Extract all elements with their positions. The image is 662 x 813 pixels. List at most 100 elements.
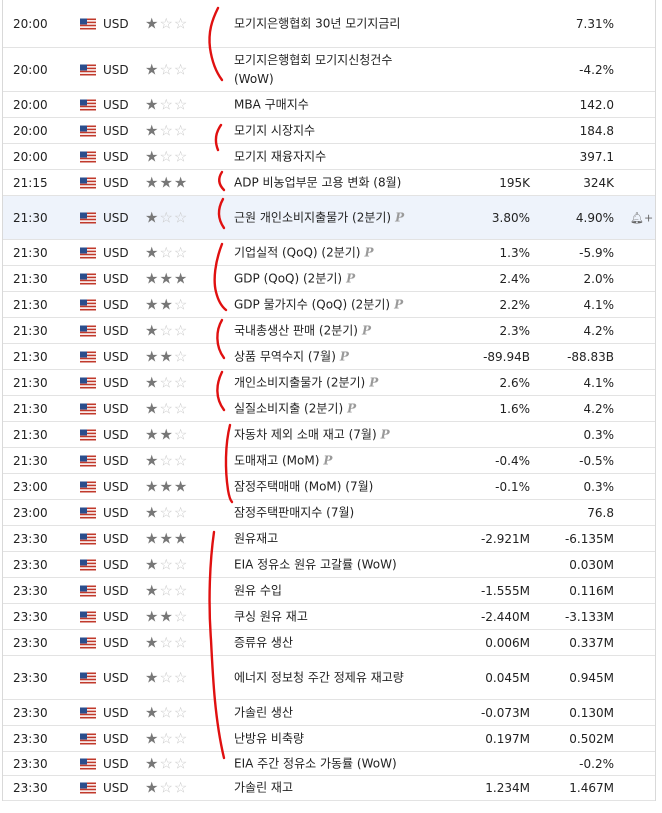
event-name[interactable]: 국내총생산 판매 (2분기) [234,323,358,337]
importance-stars: ★☆☆ [145,505,188,520]
event-name-link[interactable]: 실질소비지출 (2분기) P [234,399,424,418]
table-row[interactable]: 21:30 USD ★☆☆ 도매재고 (MoM) P -0.4% -0.5% [2,448,656,474]
actual-value: 195K [499,175,530,190]
table-row[interactable]: 20:00 USD ★☆☆ 모기지은행협회 30년 모기지금리 7.31% [2,0,656,48]
event-name-link[interactable]: 모기지 시장지수 [234,121,424,140]
event-name[interactable]: 기업실적 (QoQ) (2분기) [234,245,361,259]
table-row[interactable]: 23:30 USD ★☆☆ 증류유 생산 0.006M 0.337M [2,630,656,656]
event-name[interactable]: 증류유 생산 [234,635,294,649]
event-name[interactable]: 모기지은행협회 30년 모기지금리 [234,16,401,30]
event-name-link[interactable]: EIA 주간 정유소 가동률 (WoW) [234,754,424,773]
event-name-link[interactable]: 가솔린 생산 [234,703,424,722]
event-name[interactable]: 실질소비지출 (2분기) [234,401,344,415]
star-empty-icon: ☆ [173,347,189,365]
event-name-link[interactable]: 도매재고 (MoM) P [234,451,424,470]
star-empty-icon: ☆ [173,121,189,139]
star-filled-icon: ★ [159,477,174,495]
star-empty-icon: ☆ [159,95,174,113]
event-name-link[interactable]: 에너지 정보청 주간 정제유 재고량 [234,668,424,687]
currency-code: USD [103,705,129,720]
event-name[interactable]: 에너지 정보청 주간 정제유 재고량 [234,670,404,684]
star-empty-icon: ☆ [159,451,174,469]
table-row[interactable]: 21:30 USD ★★★ GDP (QoQ) (2분기) P 2.4% 2.0% [2,266,656,292]
event-name[interactable]: 모기지 시장지수 [234,123,316,137]
table-row[interactable]: 23:30 USD ★★☆ 쿠싱 원유 재고 -2.440M -3.133M [2,604,656,630]
event-name[interactable]: 원유재고 [234,531,279,545]
us-flag-icon [80,18,96,29]
table-row[interactable]: 21:30 USD ★★☆ GDP 물가지수 (QoQ) (2분기) P 2.2% 4.1% [2,292,656,318]
table-row[interactable]: 23:30 USD ★☆☆ 원유 수입 -1.555M 0.116M [2,578,656,604]
table-row[interactable]: 20:00 USD ★☆☆ 모기지 재융자지수 397.1 [2,144,656,170]
event-name-link[interactable]: 기업실적 (QoQ) (2분기) P [234,243,424,262]
table-row[interactable]: 21:30 USD ★☆☆ 근원 개인소비지출물가 (2분기) P 3.80% 4.90% 🔔… [2,196,656,240]
event-name[interactable]: 근원 개인소비지출물가 (2분기) [234,210,392,224]
event-name-link[interactable]: 자동차 제외 소매 재고 (7월) P [234,425,424,444]
event-name[interactable]: 가솔린 생산 [234,705,294,719]
event-name[interactable]: 원유 수입 [234,583,282,597]
event-name[interactable]: GDP 물가지수 (QoQ) (2분기) [234,297,391,311]
table-row[interactable]: 23:00 USD ★☆☆ 잠정주택판매지수 (7월) 76.8 [2,500,656,526]
table-row[interactable]: 21:30 USD ★★☆ 상품 무역수지 (7월) P -89.94B -88.83B [2,344,656,370]
event-name[interactable]: EIA 주간 정유소 가동률 (WoW) [234,756,397,770]
table-row[interactable]: 23:30 USD ★☆☆ 난방유 비축량 0.197M 0.502M [2,726,656,752]
table-row[interactable]: 23:30 USD ★☆☆ EIA 정유소 원유 고갈률 (WoW) 0.030M [2,552,656,578]
event-name-link[interactable]: 증류유 생산 [234,633,424,652]
event-name[interactable]: 개인소비지출물가 (2분기) [234,375,366,389]
table-row[interactable]: 21:30 USD ★☆☆ 개인소비지출물가 (2분기) P 2.6% 4.1% [2,370,656,396]
event-name[interactable]: 난방유 비축량 [234,731,305,745]
add-alert-bell-icon[interactable]: 🔔︎+ [630,211,654,224]
event-name[interactable]: MBA 구매지수 [234,97,309,111]
event-name-link[interactable]: GDP (QoQ) (2분기) P [234,269,424,288]
table-row[interactable]: 20:00 USD ★☆☆ 모기지은행협회 모기지신청건수 (WoW) -4.2% [2,48,656,92]
event-name[interactable]: 가솔린 재고 [234,780,294,795]
table-row[interactable]: 20:00 USD ★☆☆ 모기지 시장지수 184.8 [2,118,656,144]
event-name[interactable]: 상품 무역수지 (7월) [234,349,336,363]
event-name-link[interactable]: 모기지은행협회 모기지신청건수 (WoW) [234,51,424,89]
us-flag-icon [80,64,96,75]
table-row[interactable]: 23:30 USD ★☆☆ 가솔린 재고 1.234M 1.467M [2,776,656,801]
event-name-link[interactable]: MBA 구매지수 [234,95,424,114]
table-row[interactable]: 23:30 USD ★☆☆ 에너지 정보청 주간 정제유 재고량 0.045M 0.945… [2,656,656,700]
event-name-link[interactable]: 난방유 비축량 [234,729,424,748]
event-name-link[interactable]: 모기지 재융자지수 [234,147,424,166]
event-name-link[interactable]: 잠정주택판매지수 (7월) [234,503,424,522]
table-row[interactable]: 23:30 USD ★☆☆ EIA 주간 정유소 가동률 (WoW) -0.2% [2,752,656,776]
event-name[interactable]: 잠정주택판매지수 (7월) [234,505,355,519]
table-row[interactable]: 21:30 USD ★☆☆ 기업실적 (QoQ) (2분기) P 1.3% -5.9% [2,240,656,266]
event-name[interactable]: 잠정주택매매 (MoM) (7월) [234,479,374,493]
event-name-link[interactable]: 쿠싱 원유 재고 [234,607,424,626]
event-name[interactable]: 자동차 제외 소매 재고 (7월) [234,427,377,441]
event-name-link[interactable]: 원유재고 [234,529,424,548]
event-name[interactable]: 모기지은행협회 모기지신청건수 (WoW) [234,52,393,86]
star-empty-icon: ☆ [159,503,174,521]
event-name-link[interactable]: EIA 정유소 원유 고갈률 (WoW) [234,555,424,574]
event-name[interactable]: GDP (QoQ) (2분기) [234,271,343,285]
table-row[interactable]: 21:15 USD ★★★ ADP 비농업부문 고용 변화 (8월) 195K 324K [2,170,656,196]
star-empty-icon: ☆ [173,208,189,226]
event-name-link[interactable]: 모기지은행협회 30년 모기지금리 [234,14,424,33]
event-name[interactable]: 쿠싱 원유 재고 [234,609,308,623]
event-name-link[interactable]: GDP 물가지수 (QoQ) (2분기) P [234,295,424,314]
table-row[interactable]: 21:30 USD ★☆☆ 국내총생산 판매 (2분기) P 2.3% 4.2% [2,318,656,344]
table-row[interactable]: 23:30 USD ★☆☆ 가솔린 생산 -0.073M 0.130M [2,700,656,726]
event-name[interactable]: 모기지 재융자지수 [234,149,327,163]
event-name[interactable]: ADP 비농업부문 고용 변화 (8월) [234,175,402,189]
event-name[interactable]: 도매재고 (MoM) [234,453,320,467]
event-name-link[interactable]: ADP 비농업부문 고용 변화 (8월) [234,173,424,192]
table-row[interactable]: 21:30 USD ★☆☆ 실질소비지출 (2분기) P 1.6% 4.2% [2,396,656,422]
event-time: 20:00 [13,149,48,164]
event-name-link[interactable]: 잠정주택매매 (MoM) (7월) [234,477,424,496]
event-name-link[interactable]: 국내총생산 판매 (2분기) P [234,321,424,340]
event-name-link[interactable]: 근원 개인소비지출물가 (2분기) P [234,208,424,227]
event-name-link[interactable]: 상품 무역수지 (7월) P [234,347,424,366]
event-name-link[interactable]: 원유 수입 [234,581,424,600]
event-time: 23:30 [13,756,48,771]
event-name[interactable]: EIA 정유소 원유 고갈률 (WoW) [234,557,397,571]
table-row[interactable]: 20:00 USD ★☆☆ MBA 구매지수 142.0 [2,92,656,118]
table-row[interactable]: 21:30 USD ★★☆ 자동차 제외 소매 재고 (7월) P 0.3% [2,422,656,448]
event-name-link[interactable]: 가솔린 재고 [234,779,424,798]
previous-value: 7.31% [575,16,614,31]
table-row[interactable]: 23:00 USD ★★★ 잠정주택매매 (MoM) (7월) -0.1% 0.3% [2,474,656,500]
event-name-link[interactable]: 개인소비지출물가 (2분기) P [234,373,424,392]
table-row[interactable]: 23:30 USD ★★★ 원유재고 -2.921M -6.135M [2,526,656,552]
